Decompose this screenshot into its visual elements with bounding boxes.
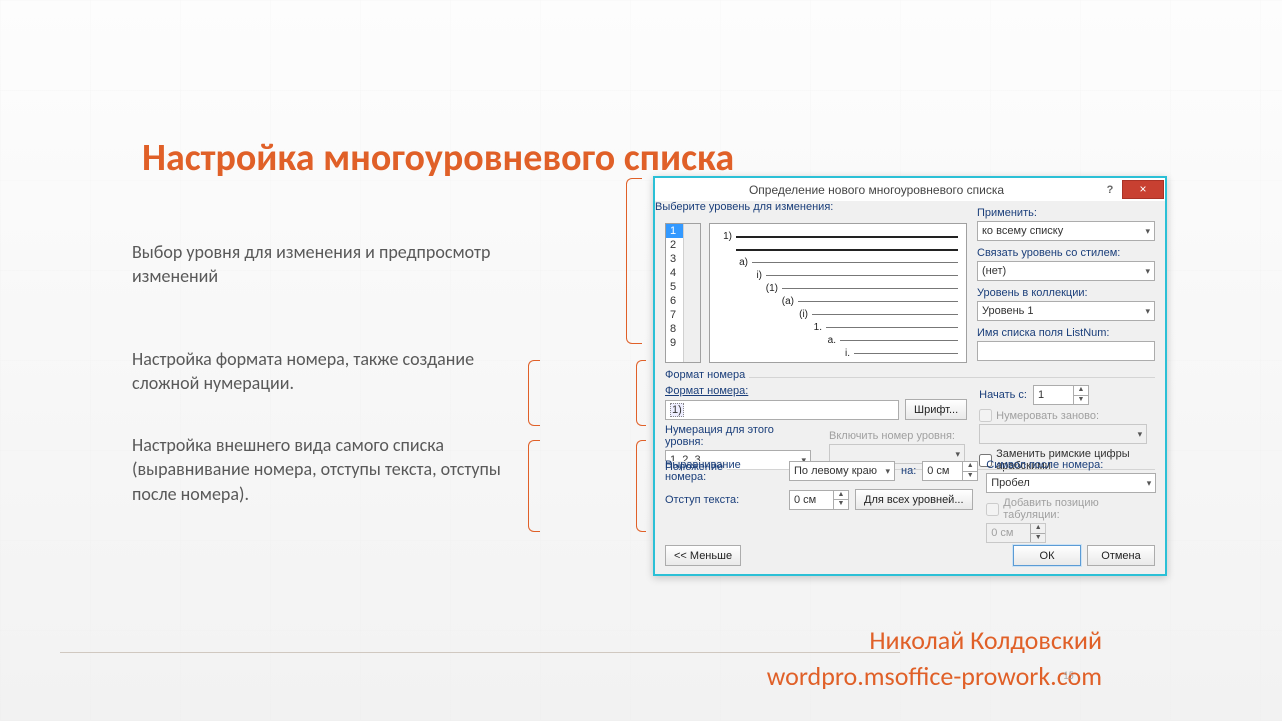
spin-down-icon[interactable]: ▼ [1074,396,1088,405]
all-levels-button[interactable]: Для всех уровней... [855,489,973,510]
tab-stop-checkbox: Добавить позицию табуляции: [986,497,1156,521]
bullet-list: Выбор уровня для изменения и предпросмот… [132,240,512,566]
bullet-2: Настройка формата номера, также создание… [132,347,512,396]
collection-level-select[interactable]: Уровень 1▾ [977,301,1155,321]
at-spinner[interactable]: 0 см▲▼ [922,461,978,481]
start-at-spinner[interactable]: 1▲▼ [1033,385,1089,405]
renumber-select: ▾ [979,424,1147,444]
chevron-down-icon: ▾ [1145,226,1150,237]
apply-select[interactable]: ко всему списку▾ [977,221,1155,241]
spin-up-icon[interactable]: ▲ [1074,386,1088,396]
dialog-titlebar[interactable]: Определение нового многоуровневого списк… [655,178,1165,201]
at-label: на: [901,465,916,477]
chevron-down-icon: ▾ [1145,306,1150,317]
slide-title: Настройка многоуровневого списка [142,135,734,181]
right-column: Применить: ко всему списку▾ Связать уров… [977,207,1155,367]
dialog-body: Выберите уровень для изменения: 1 2 3 4 … [655,201,1165,574]
cancel-button[interactable]: Отмена [1087,545,1155,566]
spin-up-icon: ▲ [1031,524,1045,534]
follow-select[interactable]: Пробел▾ [986,473,1156,493]
link-style-select[interactable]: (нет)▾ [977,261,1155,281]
spin-down-icon[interactable]: ▼ [834,500,848,509]
spin-up-icon[interactable]: ▲ [834,491,848,501]
pv-mark-2: a) [718,257,752,268]
site-url: wordpro.msoffice-prowork.com [767,660,1102,692]
start-at-label: Начать с: [979,389,1027,401]
chevron-down-icon: ▾ [1138,429,1143,440]
dialog-title: Определение нового многоуровневого списк… [655,183,1098,197]
spin-down-icon[interactable]: ▼ [963,472,977,481]
pv-mark-8: a. [718,335,840,346]
alignment-label: Выравнивание номера: [665,459,783,483]
fs-format-label: Формат номера [665,369,749,381]
bracket-2b [636,360,646,426]
author-name: Николай Колдовский [869,624,1102,656]
tab-stop-spinner: 0 см▲▼ [986,523,1046,543]
pv-mark-4: (1) [718,283,782,294]
numbering-this-label: Нумерация для этого уровня: [665,424,811,448]
pv-mark-1: 1) [718,231,736,242]
multilevel-list-dialog: Определение нового многоуровневого списк… [653,176,1167,576]
select-level-label: Выберите уровень для изменения: [655,201,833,213]
link-style-label: Связать уровень со стилем: [977,247,1155,259]
spin-down-icon: ▼ [1031,534,1045,543]
chevron-down-icon: ▾ [885,466,890,477]
pv-mark-7: 1. [718,322,826,333]
chevron-down-icon: ▾ [1147,478,1152,489]
font-button[interactable]: Шрифт... [905,399,967,420]
indent-label: Отступ текста: [665,494,783,506]
pv-mark-5: (a) [718,296,798,307]
level-listbox[interactable]: 1 2 3 4 5 6 7 8 9 [665,223,701,363]
bracket-3b [636,440,646,532]
ok-button[interactable]: ОК [1013,545,1081,566]
chevron-down-icon: ▾ [1145,266,1150,277]
bullet-1: Выбор уровня для изменения и предпросмот… [132,240,512,289]
help-button[interactable]: ? [1098,184,1122,196]
less-button[interactable]: << Меньше [665,545,741,566]
bullet-3: Настройка внешнего вида самого списка (в… [132,433,512,506]
alignment-select[interactable]: По левому краю▾ [789,461,895,481]
page-number: 15 [1063,669,1074,682]
pv-line-1b [736,249,958,251]
divider-line [60,652,900,653]
pv-mark-9: i. [718,348,854,359]
pv-line-1a [736,236,958,238]
pv-mark-3: i) [718,270,766,281]
number-format-input[interactable]: 1) [665,400,899,420]
listnum-input[interactable] [977,341,1155,361]
apply-label: Применить: [977,207,1155,219]
position-section: Выравнивание номера: По левому краю▾ на:… [665,459,1155,543]
bracket-3 [528,440,540,532]
spin-up-icon[interactable]: ▲ [963,462,977,472]
chevron-down-icon: ▾ [955,449,960,460]
listnum-label: Имя списка поля ListNum: [977,327,1155,339]
dialog-footer: << Меньше ОК Отмена [665,545,1155,566]
level-scrollbar[interactable] [683,224,700,362]
include-level-label: Включить номер уровня: [829,430,965,442]
renumber-checkbox: Нумеровать заново: [979,409,1155,422]
bracket-2 [528,360,540,426]
close-button[interactable]: × [1122,180,1164,199]
number-format-label: Формат номера: [665,385,967,397]
bracket-1 [626,178,642,344]
preview-pane: 1) a) i) (1) (a) (i) 1. a. i. [709,223,967,363]
pv-mark-6: (i) [718,309,812,320]
follow-label: Символ после номера: [986,459,1156,471]
indent-spinner[interactable]: 0 см▲▼ [789,490,849,510]
collection-level-label: Уровень в коллекции: [977,287,1155,299]
